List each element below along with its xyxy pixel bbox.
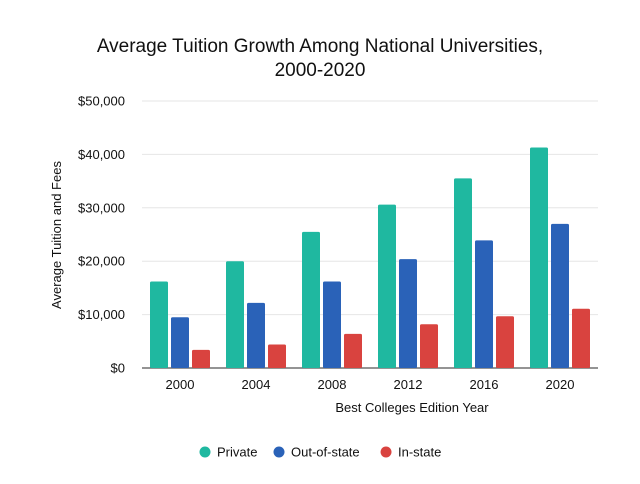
bar-in-state-2008	[344, 333, 362, 368]
bar-in-state-2012	[420, 324, 438, 368]
legend-marker	[380, 446, 392, 458]
y-tick-label: $10,000	[78, 307, 125, 322]
bar-out-of-state-2004	[247, 302, 265, 368]
x-tick-label: 2004	[242, 377, 271, 392]
x-tick-label: 2012	[394, 377, 423, 392]
legend-item-in-state: In-state	[380, 445, 441, 460]
legend-label: Out-of-state	[291, 445, 360, 460]
y-tick-label: $0	[111, 361, 125, 376]
legend-item-out-of-state: Out-of-state	[273, 445, 360, 460]
bar-private-2008	[302, 231, 320, 368]
y-axis-label: Average Tuition and Fees	[49, 161, 64, 309]
legend: Private Out-of-state In-state	[199, 445, 441, 460]
bar-private-2004	[226, 261, 244, 368]
y-tick-label: $30,000	[78, 200, 125, 215]
bar-private-2020	[530, 147, 548, 368]
bar-out-of-state-2020	[551, 223, 569, 368]
x-axis-ticks: 2000 2004 2008 2012 2016 2020	[166, 377, 575, 392]
x-tick-label: 2000	[166, 377, 195, 392]
y-tick-label: $50,000	[78, 94, 125, 109]
bar-out-of-state-2000	[171, 317, 189, 368]
y-tick-label: $20,000	[78, 254, 125, 269]
bar-out-of-state-2008	[323, 281, 341, 368]
x-tick-label: 2020	[546, 377, 575, 392]
bar-in-state-2004	[268, 344, 286, 368]
legend-marker	[199, 446, 211, 458]
x-axis-label: Best Colleges Edition Year	[335, 400, 489, 415]
chart-subtitle: 2000-2020	[275, 60, 366, 81]
bar-in-state-2020	[572, 308, 590, 368]
legend-label: In-state	[398, 445, 441, 460]
gridlines	[142, 100, 598, 369]
legend-marker	[273, 446, 285, 458]
y-axis-ticks: $0 $10,000 $20,000 $30,000 $40,000 $50,000	[78, 94, 125, 376]
legend-label: Private	[217, 445, 257, 460]
y-tick-label: $40,000	[78, 147, 125, 162]
bar-private-2016	[454, 178, 472, 368]
bar-out-of-state-2012	[399, 259, 417, 368]
bar-private-2000	[150, 281, 168, 368]
bar-in-state-2016	[496, 316, 514, 368]
bar-private-2012	[378, 204, 396, 368]
bars	[150, 147, 590, 368]
bar-out-of-state-2016	[475, 240, 493, 368]
chart-title: Average Tuition Growth Among National Un…	[97, 36, 543, 57]
x-tick-label: 2016	[470, 377, 499, 392]
legend-item-private: Private	[199, 445, 257, 460]
x-tick-label: 2008	[318, 377, 347, 392]
bar-in-state-2000	[192, 349, 210, 368]
